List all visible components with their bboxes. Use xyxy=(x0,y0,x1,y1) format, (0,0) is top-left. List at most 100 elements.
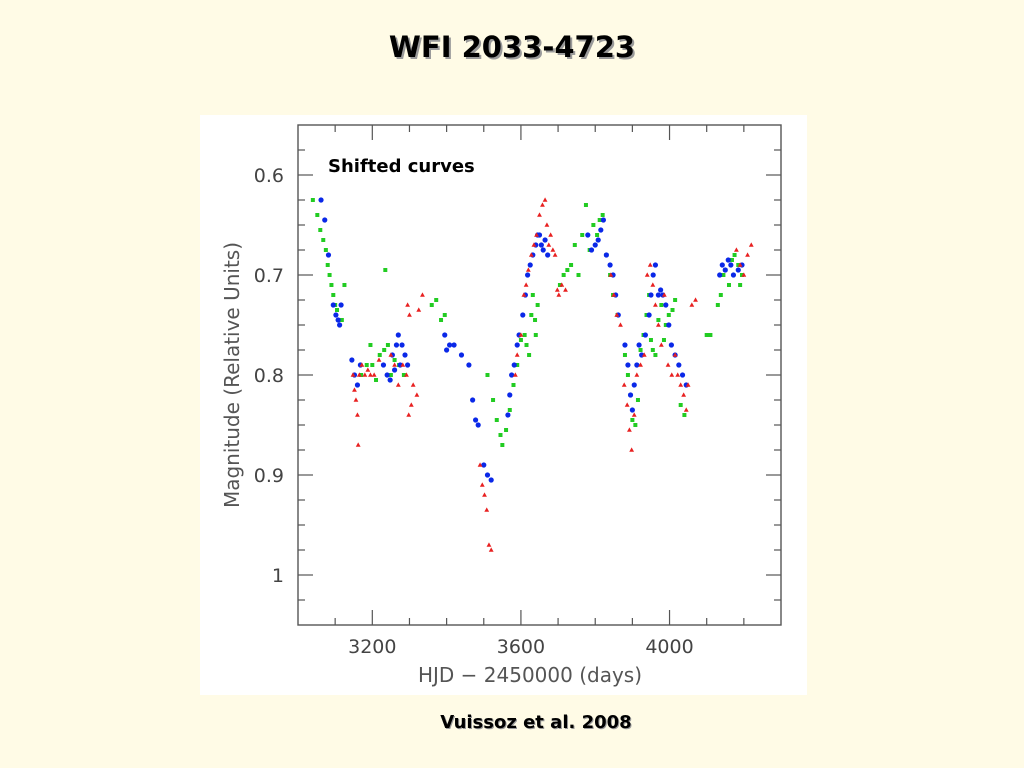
data-point-series-2 xyxy=(735,267,741,273)
data-point-series-3 xyxy=(678,382,684,387)
data-point-series-3 xyxy=(608,272,614,277)
data-point-series-3 xyxy=(693,297,698,302)
data-point-series-2 xyxy=(666,322,672,328)
data-point-series-2 xyxy=(393,342,400,348)
data-point-series-2 xyxy=(588,247,595,253)
slide-title: WFI 2033-4723 xyxy=(388,30,636,64)
data-point-series-2 xyxy=(387,377,393,383)
data-point-series-2 xyxy=(603,252,609,258)
data-point-series-3 xyxy=(388,352,394,357)
data-point-series-1 xyxy=(591,223,596,227)
data-point-series-3 xyxy=(631,412,637,417)
data-point-series-2 xyxy=(540,247,546,253)
data-point-series-1 xyxy=(401,373,406,377)
data-point-series-1 xyxy=(533,333,538,337)
data-point-series-3 xyxy=(371,372,377,377)
data-point-series-2 xyxy=(634,362,640,368)
data-point-series-2 xyxy=(466,362,472,368)
data-point-series-2 xyxy=(595,237,601,243)
data-point-series-1 xyxy=(535,303,540,307)
data-point-series-1 xyxy=(434,298,439,302)
y-tick-label: 0.9 xyxy=(254,465,284,487)
data-point-series-2 xyxy=(399,342,405,348)
data-point-series-1 xyxy=(653,353,658,357)
data-point-series-3 xyxy=(559,282,565,287)
data-point-series-3 xyxy=(486,542,492,547)
data-point-series-2 xyxy=(451,342,457,348)
data-point-series-3 xyxy=(618,322,623,327)
data-point-series-1 xyxy=(678,403,683,407)
data-point-series-2 xyxy=(470,397,476,403)
data-point-series-3 xyxy=(661,292,667,297)
data-point-series-1 xyxy=(323,248,328,252)
data-point-series-3 xyxy=(420,292,425,297)
data-point-series-2 xyxy=(402,352,408,358)
data-point-series-3 xyxy=(542,197,548,202)
data-point-series-1 xyxy=(644,313,649,317)
data-point-series-3 xyxy=(644,272,650,277)
data-point-series-3 xyxy=(540,202,545,207)
data-point-series-2 xyxy=(384,372,390,378)
data-point-series-3 xyxy=(523,282,529,287)
data-point-series-3 xyxy=(400,362,406,367)
data-point-series-3 xyxy=(737,262,743,267)
data-point-series-1 xyxy=(342,283,347,287)
data-point-series-3 xyxy=(550,247,556,252)
data-point-series-1 xyxy=(656,318,661,322)
data-point-series-3 xyxy=(611,292,617,297)
data-point-series-1 xyxy=(580,233,585,237)
data-point-series-2 xyxy=(600,217,607,223)
data-point-series-1 xyxy=(370,363,375,367)
data-point-series-3 xyxy=(624,402,630,407)
data-point-series-3 xyxy=(745,252,750,257)
data-point-series-3 xyxy=(653,302,658,307)
data-point-series-1 xyxy=(331,293,336,297)
data-point-series-2 xyxy=(505,412,511,418)
data-point-series-3 xyxy=(514,352,520,357)
data-point-series-2 xyxy=(650,272,656,278)
data-point-series-2 xyxy=(395,332,401,338)
x-tick-label: 3600 xyxy=(497,636,545,658)
data-point-series-2 xyxy=(338,302,344,308)
data-point-series-1 xyxy=(682,413,687,417)
data-point-series-1 xyxy=(491,398,496,402)
data-point-series-2 xyxy=(655,292,661,298)
plot-annotation: Shifted curves xyxy=(328,156,475,177)
y-tick-label: 1 xyxy=(272,565,284,587)
data-point-series-3 xyxy=(528,252,534,257)
data-point-series-3 xyxy=(563,287,568,292)
data-point-series-1 xyxy=(329,283,334,287)
data-point-series-1 xyxy=(500,443,505,447)
light-curve-chart: 3200 3600 4000 0.6 0.7 0.8 0.9 1 Shifted curves… xyxy=(220,124,782,687)
data-point-series-2 xyxy=(475,422,481,428)
data-point-series-3 xyxy=(408,402,414,407)
data-point-series-2 xyxy=(668,342,674,348)
data-point-series-1 xyxy=(638,348,643,352)
data-point-series-3 xyxy=(407,312,412,317)
data-point-series-3 xyxy=(685,382,691,387)
data-point-series-3 xyxy=(405,302,411,307)
data-point-series-1 xyxy=(339,318,344,322)
data-point-series-1 xyxy=(565,268,570,272)
data-point-series-2 xyxy=(629,407,635,413)
data-point-series-1 xyxy=(315,213,320,217)
data-point-series-1 xyxy=(708,333,713,337)
data-point-series-1 xyxy=(729,258,734,262)
data-point-series-2 xyxy=(527,262,533,268)
data-point-series-3 xyxy=(689,302,695,307)
data-point-series-1 xyxy=(439,318,444,322)
y-axis-label: Magnitude (Relative Units) xyxy=(220,242,244,508)
data-point-series-1 xyxy=(630,418,635,422)
data-point-series-1 xyxy=(600,213,605,217)
data-point-series-1 xyxy=(670,308,675,312)
data-point-series-2 xyxy=(488,477,494,483)
x-tick-label: 4000 xyxy=(645,636,693,658)
data-point-series-3 xyxy=(512,372,518,377)
data-point-series-3 xyxy=(627,427,632,432)
data-point-series-3 xyxy=(404,372,409,377)
data-point-series-1 xyxy=(576,273,581,277)
data-point-series-3 xyxy=(556,292,562,297)
data-point-series-2 xyxy=(631,382,637,388)
data-point-series-1 xyxy=(557,283,562,287)
data-point-series-1 xyxy=(530,293,535,297)
